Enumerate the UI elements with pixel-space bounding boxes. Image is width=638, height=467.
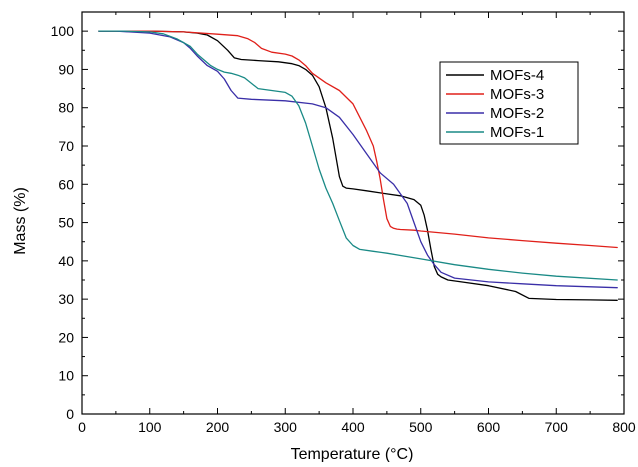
y-axis-ticks: 0 10 20 30 40 50 60 70 80 90 100 [51, 23, 624, 422]
legend-label: MOFs-3 [490, 86, 544, 103]
y-tick-label: 60 [58, 176, 74, 192]
y-tick-label: 30 [58, 291, 74, 307]
series-lines [98, 30, 618, 301]
y-tick-label: 0 [66, 406, 74, 422]
series-line-mofs-2 [98, 30, 618, 289]
x-tick-label: 400 [341, 419, 365, 435]
y-tick-label: 100 [51, 23, 75, 39]
y-tick-label: 20 [58, 329, 74, 345]
y-tick-label: 70 [58, 138, 74, 154]
x-tick-label: 600 [477, 419, 501, 435]
x-tick-label: 200 [206, 419, 230, 435]
series-line-mofs-3 [98, 30, 618, 249]
x-tick-label: 700 [545, 419, 569, 435]
y-tick-label: 10 [58, 368, 74, 384]
y-tick-label: 50 [58, 215, 74, 231]
x-tick-label: 300 [274, 419, 298, 435]
series-line-mofs-4 [98, 30, 618, 301]
y-tick-label: 80 [58, 100, 74, 116]
legend-label: MOFs-2 [490, 105, 544, 122]
x-tick-label: 0 [78, 419, 86, 435]
y-tick-label: 40 [58, 253, 74, 269]
series-line-mofs-1 [98, 30, 618, 281]
legend-label: MOFs-4 [490, 67, 544, 84]
y-axis-title: Mass (%) [12, 187, 29, 255]
x-tick-label: 800 [612, 419, 636, 435]
legend-label: MOFs-1 [490, 124, 544, 141]
x-axis-title: Temperature (°C) [291, 446, 414, 462]
legend: MOFs-4 MOFs-3 MOFs-2 MOFs-1 [439, 61, 579, 145]
x-tick-label: 100 [138, 419, 162, 435]
x-axis-ticks: 0 100 200 300 400 500 600 700 800 [78, 12, 636, 435]
y-tick-label: 90 [58, 61, 74, 77]
x-tick-label: 500 [409, 419, 433, 435]
